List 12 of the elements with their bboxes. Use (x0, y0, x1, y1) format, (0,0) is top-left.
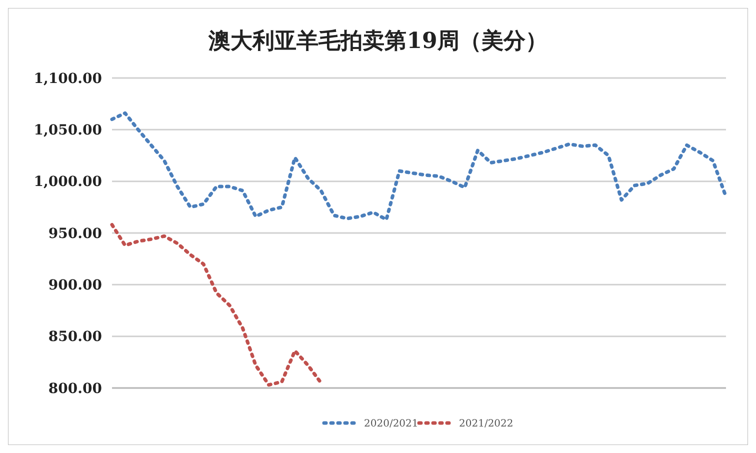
y-tick-label: 850.00 (48, 329, 102, 346)
y-tick-label: 800.00 (48, 380, 102, 397)
y-tick-label: 1,000.00 (34, 174, 102, 190)
y-tick-label: 900.00 (48, 278, 102, 294)
legend-label: 2021/2022 (459, 418, 514, 430)
line-series (110, 111, 728, 222)
y-tick-label: 950.00 (48, 226, 102, 242)
y-tick-label: 1,100.00 (34, 70, 102, 87)
line-series (110, 222, 323, 387)
legend-label: 2020/2021 (364, 418, 418, 430)
chart-title: 澳大利亚羊毛拍卖第19周（美分） (208, 28, 548, 54)
y-tick-label: 1,050.00 (34, 122, 102, 139)
